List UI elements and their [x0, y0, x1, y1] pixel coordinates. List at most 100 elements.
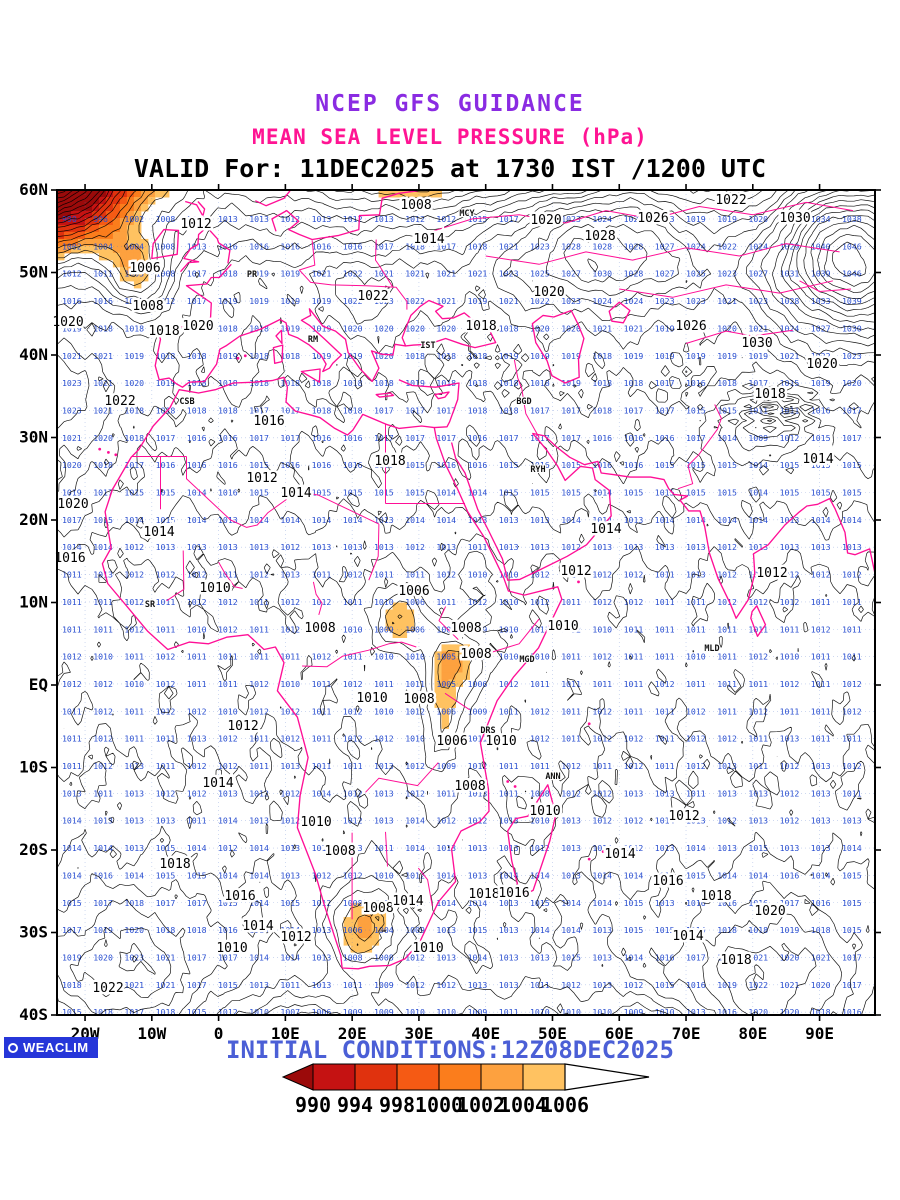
grid-value: 1013	[499, 515, 519, 525]
grid-value: 1005	[436, 679, 456, 689]
grid-value: 1014	[436, 898, 456, 908]
grid-value: 1011	[187, 679, 207, 689]
grid-value: 1011	[312, 734, 332, 744]
grid-value: 1020	[343, 323, 363, 333]
grid-value: 1012	[780, 788, 800, 798]
coastline-path	[197, 201, 231, 264]
isobar-label: 1014	[590, 522, 621, 537]
grid-value: 1024	[780, 323, 800, 333]
grid-value: 1012	[592, 652, 612, 662]
grid-value: 1012	[124, 542, 144, 552]
colorbar-label: 990	[295, 1093, 331, 1117]
grid-value: 1014	[811, 515, 831, 525]
grid-value: 1018	[312, 378, 332, 388]
coastline-path	[272, 344, 284, 364]
coastline-path	[444, 692, 470, 711]
grid-value: 1015	[842, 460, 862, 470]
coastline-path	[608, 301, 631, 324]
grid-value: 1010	[93, 652, 113, 662]
grid-value: 1013	[811, 816, 831, 826]
grid-value: 1016	[343, 460, 363, 470]
grid-value: 1015	[811, 433, 831, 443]
grid-value: 1011	[717, 679, 737, 689]
grid-value: 1020	[811, 980, 831, 990]
grid-value: 1013	[717, 761, 737, 771]
grid-value: 1011	[280, 652, 300, 662]
isobar-label: 1006	[436, 734, 467, 749]
grid-value: 1018	[624, 378, 644, 388]
grid-value: 1012	[436, 980, 456, 990]
grid-value: 1011	[530, 624, 550, 634]
grid-value: 1014	[187, 843, 207, 853]
island-dot	[114, 453, 118, 457]
grid-value: 1012	[280, 788, 300, 798]
grid-value: 1016	[717, 1007, 737, 1017]
grid-value: 1020	[748, 1007, 768, 1017]
coastline-path	[619, 280, 834, 298]
grid-value: 1015	[249, 488, 269, 498]
grid-value: 1016	[156, 460, 176, 470]
grid-value: 1011	[655, 734, 675, 744]
colorbar-segment	[396, 1063, 440, 1091]
grid-value: 1018	[218, 323, 238, 333]
isobar-label: 1016	[253, 414, 284, 429]
grid-value: 1012	[280, 214, 300, 224]
grid-value: 1013	[499, 925, 519, 935]
grid-value: 1015	[842, 488, 862, 498]
grid-value: 1011	[187, 652, 207, 662]
grid-value: 1018	[343, 378, 363, 388]
grid-value: 1014	[280, 515, 300, 525]
isobar-label: 1018	[148, 324, 179, 339]
grid-value: 1018	[312, 405, 332, 415]
grid-value: 1013	[374, 542, 394, 552]
grid-value: 1010	[499, 570, 519, 580]
grid-value: 1011	[312, 624, 332, 634]
grid-value: 1015	[842, 870, 862, 880]
grid-value: 1012	[405, 788, 425, 798]
grid-value: 1013	[811, 542, 831, 552]
coastline-path	[298, 240, 408, 310]
lat-axis-label: 40N	[19, 345, 48, 364]
isobar-label: 1030	[779, 211, 810, 226]
coastline-path	[255, 190, 291, 207]
grid-value: 1012	[592, 788, 612, 798]
grid-value: 1014	[218, 870, 238, 880]
grid-value: 1011	[748, 761, 768, 771]
grid-value: 1011	[93, 788, 113, 798]
grid-value: 1012	[312, 898, 332, 908]
grid-value: 1014	[249, 898, 269, 908]
grid-value: 1021	[592, 323, 612, 333]
grid-value: 1013	[156, 816, 176, 826]
grid-value: 1012	[93, 734, 113, 744]
isobar-label: 1008	[400, 198, 431, 213]
grid-value: 1018	[62, 980, 82, 990]
lon-axis-label: 10E	[271, 1024, 300, 1043]
grid-value: 1014	[717, 433, 737, 443]
grid-value: 1012	[468, 597, 488, 607]
weaclim-badge[interactable]: WEACLIM	[4, 1037, 98, 1058]
grid-value: 1012	[343, 679, 363, 689]
grid-value: 1018	[717, 925, 737, 935]
grid-value: 1011	[655, 624, 675, 634]
coastline-path	[507, 784, 557, 897]
grid-value: 1012	[93, 761, 113, 771]
valid-time: VALID For: 11DEC2025 at 1730 IST /1200 U…	[133, 154, 767, 184]
grid-value: 1011	[499, 1007, 519, 1017]
grid-value: 1020	[780, 1007, 800, 1017]
lon-axis-label: 80E	[738, 1024, 767, 1043]
lat-axis-label: 20S	[19, 840, 48, 859]
lon-axis-label: 20E	[338, 1024, 367, 1043]
grid-value: 1012	[280, 706, 300, 716]
grid-value: 1019	[561, 378, 581, 388]
grid-value: 1011	[686, 788, 706, 798]
station-label: CSB	[179, 397, 194, 407]
grid-value: 1013	[468, 870, 488, 880]
grid-value: 1014	[624, 870, 644, 880]
grid-value: 1011	[592, 761, 612, 771]
grid-value: 1012	[374, 734, 394, 744]
grid-value: 1011	[655, 570, 675, 580]
grid-value: 1011	[124, 652, 144, 662]
grid-value: 1013	[780, 515, 800, 525]
grid-value: 1011	[530, 679, 550, 689]
grid-value: 1016	[343, 241, 363, 251]
